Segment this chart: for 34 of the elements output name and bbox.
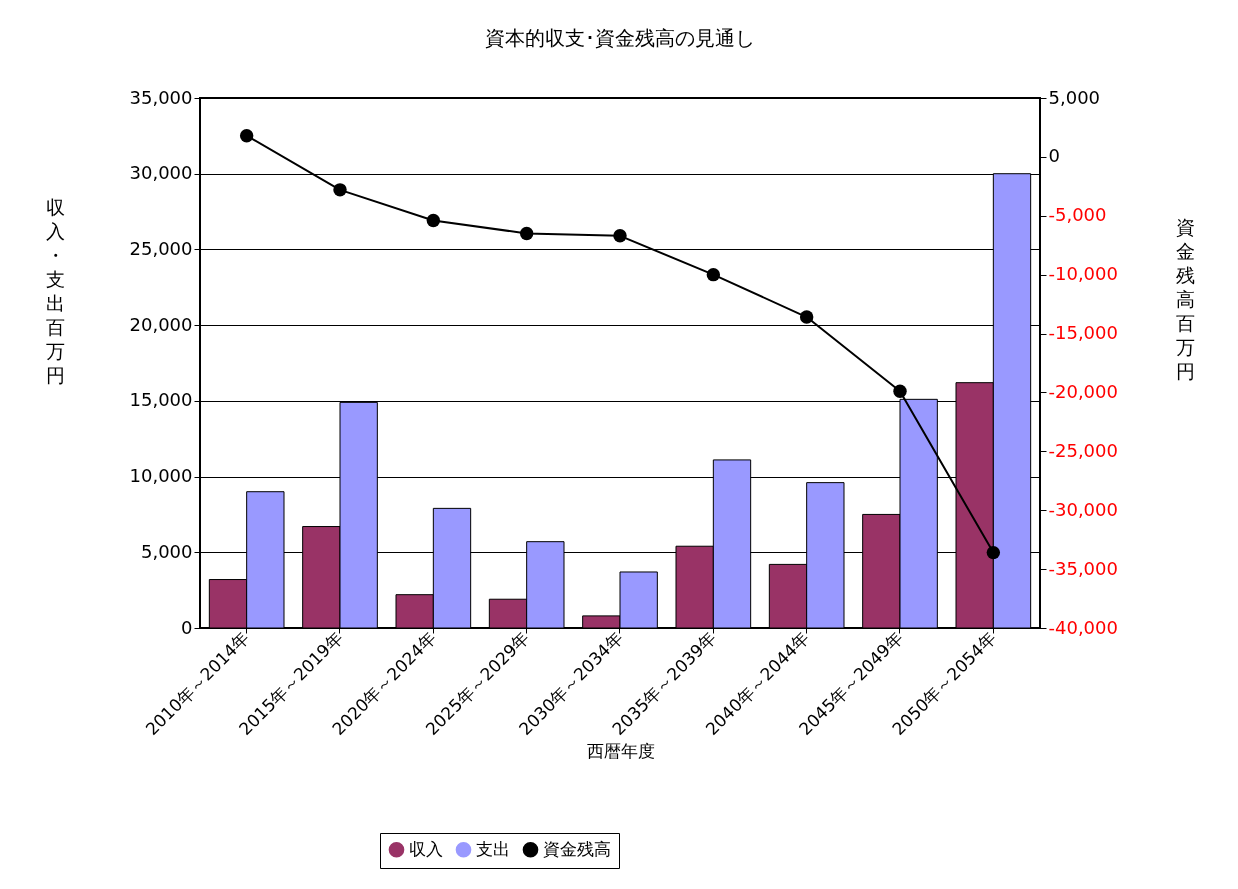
- point: [333, 183, 347, 197]
- y2-tick-label: -35,000: [1048, 557, 1118, 579]
- point: [239, 128, 254, 143]
- y2-axis-title: 資金残高百万円: [1176, 215, 1195, 382]
- legend-label: 資金残高: [543, 838, 611, 859]
- y-tick-label: 0: [181, 616, 193, 638]
- y2-tick-label: -40,000: [1048, 616, 1118, 638]
- legend-label: 支出: [476, 838, 510, 859]
- point: [519, 226, 534, 241]
- point: [893, 384, 907, 398]
- y2-tick-label: -20,000: [1048, 380, 1118, 402]
- point: [706, 267, 721, 282]
- y-tick-label: 25,000: [129, 237, 193, 259]
- y-tick-label: 15,000: [129, 389, 193, 411]
- y2-tick-label: -10,000: [1048, 263, 1118, 285]
- y-tick-label: 30,000: [129, 162, 193, 184]
- chart-title: 資本的収支･資金残高の見通し: [485, 26, 755, 50]
- point: [613, 229, 627, 243]
- y2-tick-label: -25,000: [1048, 439, 1118, 461]
- x-axis-title: 西暦年度: [586, 741, 655, 762]
- point: [799, 310, 814, 324]
- legend-label: 収入: [409, 838, 443, 859]
- y2-tick-label: 0: [1048, 145, 1060, 167]
- y-tick-label: 5,000: [140, 540, 193, 562]
- y-axis-title: 収入・支出百万円: [46, 195, 65, 386]
- y2-tick-label: -30,000: [1048, 498, 1118, 520]
- y-tick-label: 20,000: [129, 313, 193, 335]
- y2-tick-label: -15,000: [1048, 322, 1118, 344]
- y2-tick-label: 5,000: [1048, 86, 1101, 108]
- point: [986, 545, 1001, 560]
- y-tick-label: 10,000: [129, 465, 193, 487]
- y-tick-label: 35,000: [129, 86, 193, 108]
- point: [426, 213, 441, 228]
- y2-tick-label: -5,000: [1048, 204, 1107, 226]
